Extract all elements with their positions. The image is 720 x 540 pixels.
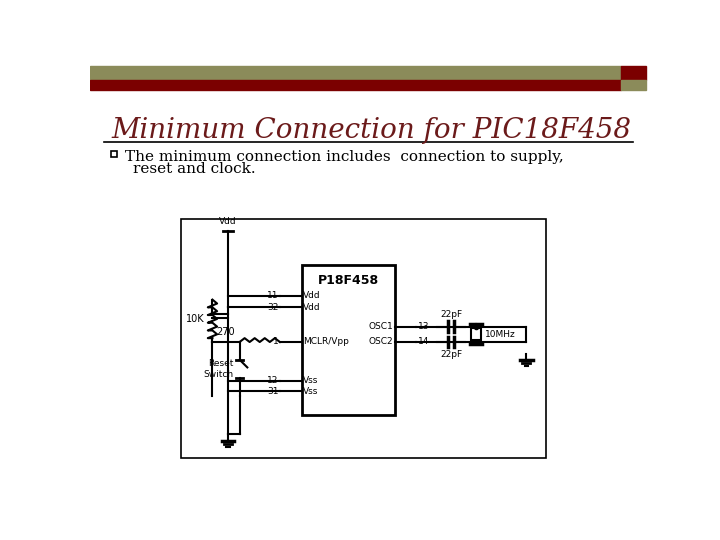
Bar bbox=[621, 80, 647, 90]
Bar bbox=[181, 219, 546, 457]
Text: P18F458: P18F458 bbox=[318, 274, 379, 287]
Text: Vss: Vss bbox=[303, 387, 318, 396]
Text: Vdd: Vdd bbox=[303, 303, 320, 312]
Text: Vdd: Vdd bbox=[219, 218, 237, 226]
Text: 270: 270 bbox=[217, 327, 235, 336]
Text: 32: 32 bbox=[267, 303, 279, 312]
Text: reset and clock.: reset and clock. bbox=[132, 162, 256, 176]
Text: 14: 14 bbox=[418, 338, 429, 347]
Text: Minimum Connection for PIC18F458: Minimum Connection for PIC18F458 bbox=[112, 117, 631, 144]
Text: MCLR/Vpp: MCLR/Vpp bbox=[303, 338, 349, 347]
Text: Reset
Switch: Reset Switch bbox=[203, 359, 233, 379]
Text: Vdd: Vdd bbox=[303, 291, 320, 300]
Bar bbox=[471, 328, 482, 340]
Text: 22pF: 22pF bbox=[440, 310, 462, 319]
Text: 12: 12 bbox=[267, 376, 279, 385]
Bar bbox=[90, 66, 621, 80]
Text: 10MHz: 10MHz bbox=[485, 330, 516, 339]
Text: 11: 11 bbox=[267, 291, 279, 300]
Bar bbox=[621, 66, 647, 80]
Text: OSC1: OSC1 bbox=[368, 322, 393, 331]
Text: The minimum connection includes  connection to supply,: The minimum connection includes connecti… bbox=[125, 150, 564, 164]
Text: 1: 1 bbox=[273, 338, 279, 347]
Bar bbox=[111, 151, 117, 157]
Text: 10K: 10K bbox=[186, 314, 204, 324]
Bar bbox=[90, 80, 621, 90]
Bar bbox=[302, 265, 395, 415]
Text: OSC2: OSC2 bbox=[369, 338, 393, 347]
Text: 22pF: 22pF bbox=[440, 350, 462, 359]
Text: 13: 13 bbox=[418, 322, 429, 331]
Text: 31: 31 bbox=[267, 387, 279, 396]
Text: Vss: Vss bbox=[303, 376, 318, 385]
